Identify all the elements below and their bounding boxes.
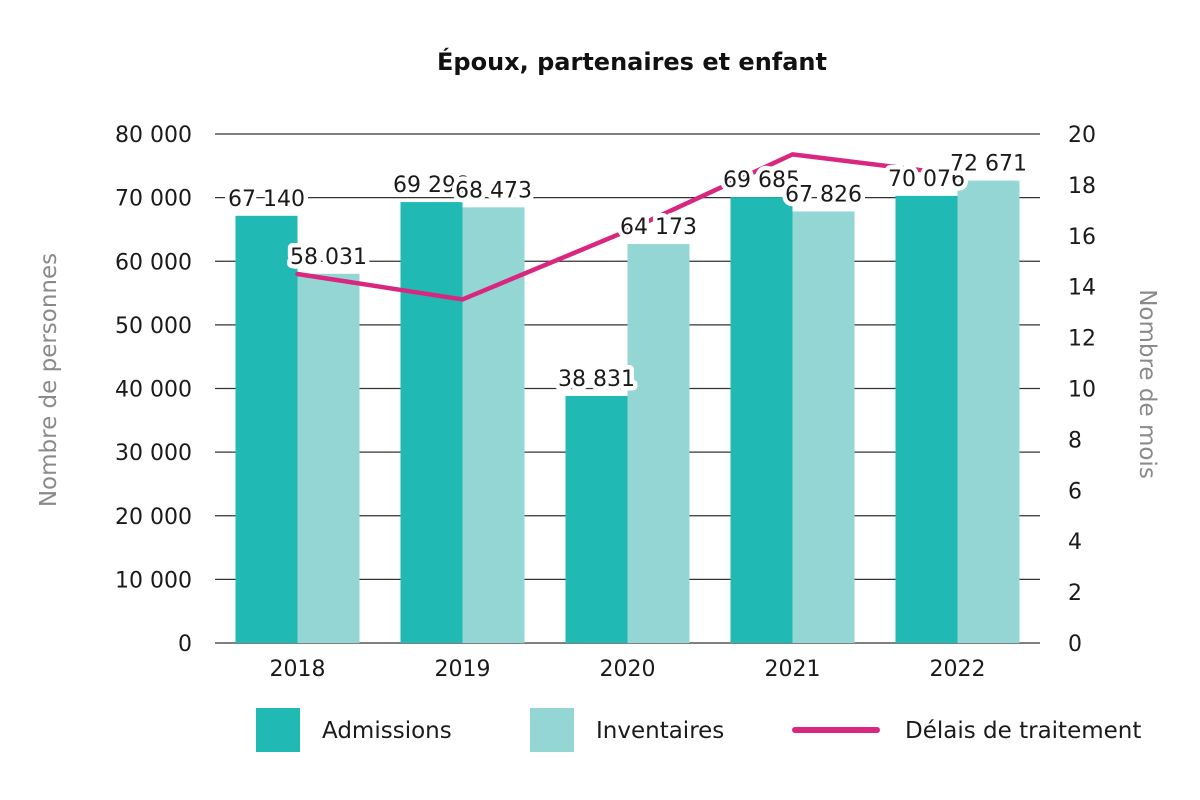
bar-inventaires <box>792 211 855 643</box>
bar-admissions <box>565 395 628 643</box>
bar-admissions <box>895 195 958 643</box>
data-label: 67 826 <box>785 182 862 207</box>
y2-tick-label: 18 <box>1068 174 1096 199</box>
y2-tick-label: 0 <box>1068 632 1082 657</box>
x-tick-label: 2018 <box>270 657 326 682</box>
data-label: 70 076 <box>888 167 965 192</box>
legend-label: Admissions <box>322 718 452 744</box>
y-tick-label: 40 000 <box>115 378 192 403</box>
bar-inventaires <box>627 244 690 644</box>
y-axis-label: Nombre de personnes <box>36 253 62 507</box>
legend-label: Inventaires <box>596 718 724 744</box>
bar-inventaires <box>297 273 360 643</box>
data-label: 69 685 <box>723 168 800 193</box>
bar-inventaires <box>462 207 525 644</box>
bar-admissions <box>730 197 793 643</box>
y2-tick-label: 16 <box>1068 225 1096 250</box>
axes: 0 10 000 20 000 30 000 40 000 50 000 60 000 70 … <box>115 123 1096 682</box>
x-tick-label: 2022 <box>930 657 986 682</box>
data-label: 69 298 <box>393 173 470 198</box>
y2-axis-label: Nombre de mois <box>1134 289 1160 479</box>
y-tick-label: 50 000 <box>115 314 192 339</box>
legend-swatch <box>256 708 300 752</box>
line-delais <box>295 152 960 302</box>
x-tick-label: 2020 <box>600 657 656 682</box>
y-tick-label: 80 000 <box>115 123 192 148</box>
x-tick-label: 2019 <box>435 657 491 682</box>
y-tick-label: 10 000 <box>115 568 192 593</box>
data-label: 72 671 <box>950 152 1027 177</box>
data-label: 67 140 <box>228 187 305 212</box>
y2-tick-label: 8 <box>1068 428 1082 453</box>
x-tick-label: 2021 <box>765 657 821 682</box>
y2-tick-label: 2 <box>1068 581 1082 606</box>
y-tick-label: 60 000 <box>115 250 192 275</box>
y-tick-label: 30 000 <box>115 441 192 466</box>
y2-tick-label: 6 <box>1068 479 1082 504</box>
legend-swatch <box>530 708 574 752</box>
data-label: 58 031 <box>290 245 367 270</box>
y2-tick-label: 20 <box>1068 123 1096 148</box>
y-tick-label: 0 <box>178 632 192 657</box>
bar-admissions <box>400 202 463 643</box>
bar-inventaires <box>957 180 1020 643</box>
y-tick-label: 70 000 <box>115 187 192 212</box>
data-label: 64 173 <box>620 215 697 240</box>
legend-label: Délais de traitement <box>905 718 1141 744</box>
data-label: 68 473 <box>455 178 532 203</box>
data-label: 38 831 <box>558 367 635 392</box>
bar-admissions <box>235 215 298 643</box>
y2-tick-label: 10 <box>1068 378 1096 403</box>
bars <box>235 180 1020 644</box>
legend: Admissions Inventaires Délais de traitemen… <box>256 708 1141 752</box>
y-tick-label: 20 000 <box>115 505 192 530</box>
chart-title: Époux, partenaires et enfant <box>437 47 827 76</box>
y2-tick-label: 14 <box>1068 276 1096 301</box>
line-series <box>295 152 960 302</box>
y2-tick-label: 12 <box>1068 327 1096 352</box>
y2-tick-label: 4 <box>1068 530 1082 555</box>
